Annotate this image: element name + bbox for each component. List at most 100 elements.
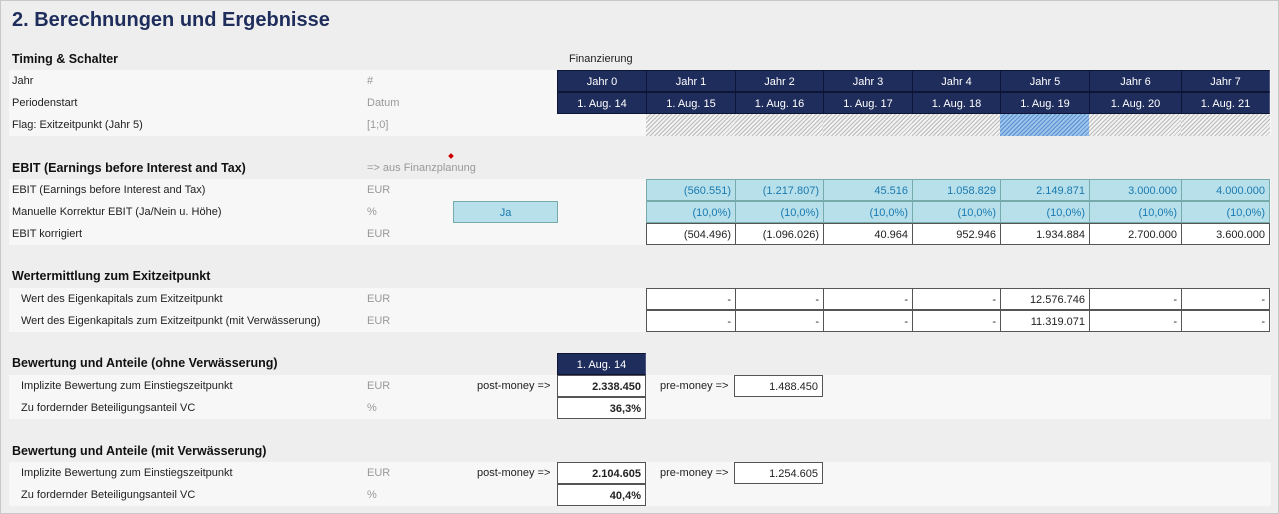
row-unit: EUR: [367, 293, 391, 305]
section-heading-exit: Wertermittlung zum Exitzeitpunkt: [12, 269, 211, 283]
ebit-value-cell[interactable]: (1.217.807): [735, 179, 824, 201]
year-header: Jahr 3: [823, 70, 913, 92]
ebit-value-cell[interactable]: (10,0%): [735, 201, 824, 223]
year-header: Jahr 1: [646, 70, 736, 92]
exit-flag-cell: [912, 114, 1001, 136]
row-unit: Datum: [367, 97, 400, 109]
row-unit: %: [367, 206, 377, 218]
exit-value-cell: -: [912, 288, 1001, 310]
year-header: Jahr 7: [1181, 70, 1270, 92]
period-start-date: 1. Aug. 17: [823, 92, 913, 114]
period-start-date: 1. Aug. 18: [912, 92, 1001, 114]
pre-money-value: 1.488.450: [734, 375, 823, 397]
ebit-correction-switch[interactable]: Ja: [453, 201, 558, 223]
row-label: EBIT (Earnings before Interest and Tax): [12, 184, 206, 196]
row-unit: #: [367, 75, 374, 87]
row-unit: EUR: [367, 315, 391, 327]
section-heading-timing: Timing & Schalter: [12, 52, 119, 66]
row-label: Flag: Exitzeitpunkt (Jahr 5): [12, 119, 143, 131]
ebit-value-cell: 3.600.000: [1181, 223, 1270, 245]
post-money-label: post-money =>: [477, 467, 551, 479]
ebit-value-cell: (1.096.026): [735, 223, 824, 245]
row-unit: EUR: [367, 380, 391, 392]
ebit-value-cell[interactable]: (10,0%): [1000, 201, 1090, 223]
row-unit: [1;0]: [367, 119, 389, 131]
ebit-value-cell: 40.964: [823, 223, 913, 245]
comment-indicator-icon: [448, 153, 454, 159]
exit-value-cell: -: [1181, 288, 1270, 310]
year-header: Jahr 4: [912, 70, 1001, 92]
source-note: => aus Finanzplanung: [367, 162, 476, 174]
exit-value-cell: -: [1181, 310, 1270, 332]
ebit-value-cell[interactable]: (10,0%): [1089, 201, 1182, 223]
row-unit: %: [367, 402, 377, 414]
ebit-value-cell: (504.496): [646, 223, 736, 245]
post-money-value: 2.338.450: [557, 375, 646, 397]
exit-flag-cell: [1181, 114, 1270, 136]
row-label: Implizite Bewertung zum Einstiegszeitpun…: [21, 380, 233, 392]
exit-flag-cell: [646, 114, 736, 136]
exit-value-cell: -: [1089, 310, 1182, 332]
ebit-value-cell[interactable]: (10,0%): [823, 201, 913, 223]
pre-money-value: 1.254.605: [734, 462, 823, 484]
exit-value-cell: -: [823, 288, 913, 310]
row-unit: %: [367, 489, 377, 501]
ebit-value-cell[interactable]: (10,0%): [1181, 201, 1270, 223]
year-header: Jahr 6: [1089, 70, 1182, 92]
exit-value-cell: 12.576.746: [1000, 288, 1090, 310]
period-start-date: 1. Aug. 15: [646, 92, 736, 114]
row-label: Wert des Eigenkapitals zum Exitzeitpunkt: [21, 293, 223, 305]
period-start-date: 1. Aug. 21: [1181, 92, 1270, 114]
row-label: Manuelle Korrektur EBIT (Ja/Nein u. Höhe…: [12, 206, 222, 218]
pre-money-label: pre-money =>: [660, 467, 729, 479]
section-heading-ebit: EBIT (Earnings before Interest and Tax): [12, 161, 246, 175]
year-header: Jahr 2: [735, 70, 824, 92]
row-label: Wert des Eigenkapitals zum Exitzeitpunkt…: [21, 315, 321, 327]
period-start-date: 1. Aug. 20: [1089, 92, 1182, 114]
exit-value-cell: -: [735, 310, 824, 332]
ebit-value-cell[interactable]: (10,0%): [646, 201, 736, 223]
exit-value-cell: 11.319.071: [1000, 310, 1090, 332]
exit-value-cell: -: [1089, 288, 1182, 310]
ebit-value-cell[interactable]: 3.000.000: [1089, 179, 1182, 201]
year-header: Jahr 5: [1000, 70, 1090, 92]
vc-share-value: 40,4%: [557, 484, 646, 506]
period-start-date: 1. Aug. 19: [1000, 92, 1090, 114]
section-heading-val2: Bewertung und Anteile (mit Verwässerung): [12, 444, 267, 458]
year-header: Jahr 0: [557, 70, 647, 92]
ebit-value-cell[interactable]: (10,0%): [912, 201, 1001, 223]
row-label: EBIT korrigiert: [12, 228, 83, 240]
ebit-value-cell[interactable]: 4.000.000: [1181, 179, 1270, 201]
financing-label: Finanzierung: [569, 53, 633, 65]
ebit-value-cell[interactable]: 45.516: [823, 179, 913, 201]
row-label: Jahr: [12, 75, 34, 87]
exit-value-cell: -: [823, 310, 913, 332]
period-start-date: 1. Aug. 16: [735, 92, 824, 114]
exit-flag-cell: [1089, 114, 1182, 136]
row-label: Zu fordernder Beteiligungsanteil VC: [21, 489, 196, 501]
ebit-value-cell[interactable]: (560.551): [646, 179, 736, 201]
exit-value-cell: -: [646, 288, 736, 310]
exit-flag-cell: [823, 114, 913, 136]
ebit-value-cell: 952.946: [912, 223, 1001, 245]
ebit-value-cell: 1.934.884: [1000, 223, 1090, 245]
exit-flag-cell: [1000, 114, 1090, 136]
row-unit: EUR: [367, 467, 391, 479]
post-money-label: post-money =>: [477, 380, 551, 392]
period-start-date: 1. Aug. 14: [557, 92, 647, 114]
page-title: 2. Berechnungen und Ergebnisse: [12, 9, 330, 31]
section-heading-val1: Bewertung und Anteile (ohne Verwässerung…: [12, 356, 278, 370]
row-label: Periodenstart: [12, 97, 78, 109]
post-money-value: 2.104.605: [557, 462, 646, 484]
pre-money-label: pre-money =>: [660, 380, 729, 392]
row-unit: EUR: [367, 228, 391, 240]
valuation-date-header: 1. Aug. 14: [557, 353, 646, 375]
exit-flag-cell: [735, 114, 824, 136]
row-label: Zu fordernder Beteiligungsanteil VC: [21, 402, 196, 414]
ebit-value-cell[interactable]: 1.058.829: [912, 179, 1001, 201]
row-label: Implizite Bewertung zum Einstiegszeitpun…: [21, 467, 233, 479]
exit-value-cell: -: [735, 288, 824, 310]
exit-value-cell: -: [646, 310, 736, 332]
vc-share-value: 36,3%: [557, 397, 646, 419]
ebit-value-cell[interactable]: 2.149.871: [1000, 179, 1090, 201]
